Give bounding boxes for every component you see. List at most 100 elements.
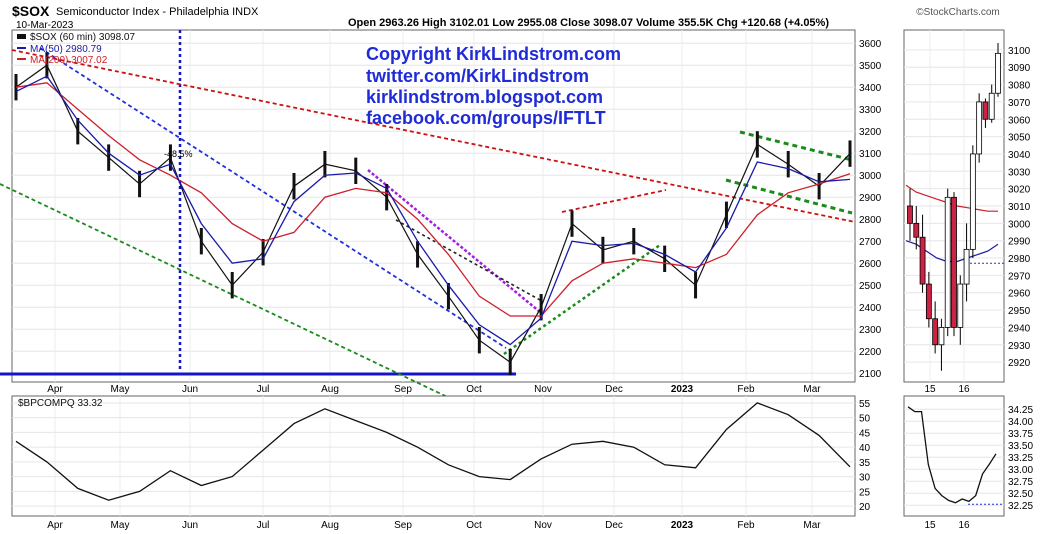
side-y-tick-2960: 2960: [1008, 289, 1031, 300]
ind-y-tick-20: 20: [859, 502, 871, 513]
side-y-tick-2920: 2920: [1008, 358, 1031, 369]
main-y-tick-3400: 3400: [859, 83, 882, 94]
candle-body-9: [963, 248, 970, 285]
legend-price: $SOX (60 min) 3098.07: [30, 32, 135, 43]
indicator-title: $BPCOMPQ 33.32: [18, 398, 103, 409]
side-y-tick-3000: 3000: [1008, 219, 1031, 230]
side-y-tick-3050: 3050: [1008, 133, 1031, 144]
side-candle-y-axis: 2920 2930 2940 2950 2960 2970 2980 2990 3000 3010…: [1008, 46, 1031, 369]
candle-body-7: [951, 196, 957, 328]
side2-y-tick-33: 33.00: [1008, 465, 1033, 476]
side-y-tick-3010: 3010: [1008, 202, 1031, 213]
ind-y-tick-55: 55: [859, 399, 871, 410]
ind-x-tick-10: Feb: [737, 520, 755, 531]
main-x-tick-8: Dec: [605, 384, 623, 395]
side2-y-tick-32.25: 32.25: [1008, 501, 1033, 512]
main-x-tick-9: 2023: [671, 384, 694, 395]
side-indicator-x-axis: 15 16: [924, 520, 970, 531]
side-y-tick-3060: 3060: [1008, 115, 1031, 126]
ind-x-tick-4: Aug: [321, 520, 339, 531]
side-y-tick-2940: 2940: [1008, 323, 1031, 334]
main-y-tick-2900: 2900: [859, 193, 882, 204]
copyright-block: Copyright KirkLindstrom.com twitter.com/…: [366, 44, 621, 128]
candle-body-1: [913, 222, 920, 238]
candle-body-6: [944, 196, 951, 328]
legend-ma50: MA(50) 2980.79: [30, 44, 102, 55]
side2-y-tick-33.5: 33.50: [1008, 441, 1033, 452]
ma200-line: [15, 82, 851, 317]
ind-x-tick-0: Apr: [47, 520, 63, 531]
main-y-tick-3600: 3600: [859, 39, 882, 50]
side2-y-tick-34: 34.00: [1008, 417, 1033, 428]
side2-y-tick-32.5: 32.50: [1008, 489, 1033, 500]
main-x-tick-4: Aug: [321, 384, 339, 395]
side-y-tick-3040: 3040: [1008, 150, 1031, 161]
side-y-tick-3080: 3080: [1008, 81, 1031, 92]
side-y-tick-3090: 3090: [1008, 63, 1031, 74]
main-y-tick-2100: 2100: [859, 369, 882, 380]
side2-y-tick-33.75: 33.75: [1008, 429, 1033, 440]
main-y-tick-3200: 3200: [859, 127, 882, 138]
copyright-line-2: twitter.com/KirkLindstrom: [366, 66, 589, 86]
side-candle-series: [905, 42, 1004, 371]
side-x-tick-16: 16: [958, 384, 970, 395]
red-downtrend-line: [11, 49, 856, 223]
side2-y-tick-32.75: 32.75: [1008, 477, 1033, 488]
main-y-tick-3300: 3300: [859, 105, 882, 116]
main-panel: [11, 29, 856, 383]
main-x-tick-5: Sep: [394, 384, 412, 395]
ind-x-tick-6: Oct: [466, 520, 482, 531]
main-y-tick-2400: 2400: [859, 303, 882, 314]
main-x-tick-11: Mar: [803, 384, 821, 395]
side-y-tick-3100: 3100: [1008, 46, 1031, 57]
ind-y-tick-45: 45: [859, 428, 871, 439]
main-x-tick-0: Apr: [47, 384, 63, 395]
side-y-tick-3020: 3020: [1008, 185, 1031, 196]
legend-price-swatch: [17, 34, 26, 39]
bpcompq-line: [15, 402, 851, 501]
drawdown-annotation: -48.5%: [164, 149, 193, 159]
legend-ma200: MA(200) 3007.02: [30, 55, 108, 66]
ind-y-tick-35: 35: [859, 458, 871, 469]
chart-date: 10-Mar-2023: [16, 20, 74, 31]
copyright-line-1: Copyright KirkLindstrom.com: [366, 44, 621, 64]
candle-body-5: [938, 327, 945, 346]
main-x-tick-10: Feb: [737, 384, 755, 395]
copyright-line-4: facebook.com/groups/IFTLT: [366, 108, 606, 128]
main-x-tick-1: May: [111, 384, 130, 395]
chart-symbol: $SOX: [12, 3, 50, 19]
ind-x-tick-3: Jul: [257, 520, 270, 531]
side-y-tick-2950: 2950: [1008, 306, 1031, 317]
ind-x-tick-1: May: [111, 520, 130, 531]
side-indicator-y-axis: 32.2532.5032.7533.0033.2533.5033.7534.00…: [1008, 405, 1033, 512]
side-y-tick-3070: 3070: [1008, 98, 1031, 109]
green-channel-bottom: [0, 183, 459, 403]
main-legend: $SOX (60 min) 3098.07 MA(50) 2980.79 MA(…: [17, 32, 135, 66]
side-y-tick-3030: 3030: [1008, 167, 1031, 178]
ind-y-tick-30: 30: [859, 473, 871, 484]
ma50-line: [15, 75, 851, 346]
ind-x-tick-5: Sep: [394, 520, 412, 531]
ind-x-tick-9: 2023: [671, 520, 694, 531]
ind-y-tick-40: 40: [859, 443, 871, 454]
purple-trend-line: [367, 169, 541, 313]
indicator-series: [15, 402, 851, 501]
main-y-tick-3000: 3000: [859, 171, 882, 182]
main-y-tick-2300: 2300: [859, 325, 882, 336]
ind-x-tick-2: Jun: [182, 520, 198, 531]
indicator-y-axis: 20 25 30 35 40 45 50 55: [859, 399, 871, 513]
ind-x-tick-8: Dec: [605, 520, 623, 531]
side-indicator-panel: [903, 395, 1005, 517]
side-indicator-series: [907, 406, 1004, 505]
green-uptrend-line: [503, 243, 661, 356]
ind-x-tick-11: Mar: [803, 520, 821, 531]
side-candle-x-axis: 15 16: [924, 384, 970, 395]
candle-body-0: [907, 205, 913, 224]
blue-channel-top: [39, 47, 507, 349]
ind-x-tick-7: Nov: [534, 520, 552, 531]
candle-body-14: [995, 52, 1001, 94]
side-y-tick-2970: 2970: [1008, 271, 1031, 282]
main-x-tick-7: Nov: [534, 384, 552, 395]
side-indicator-grid: [904, 408, 1004, 506]
